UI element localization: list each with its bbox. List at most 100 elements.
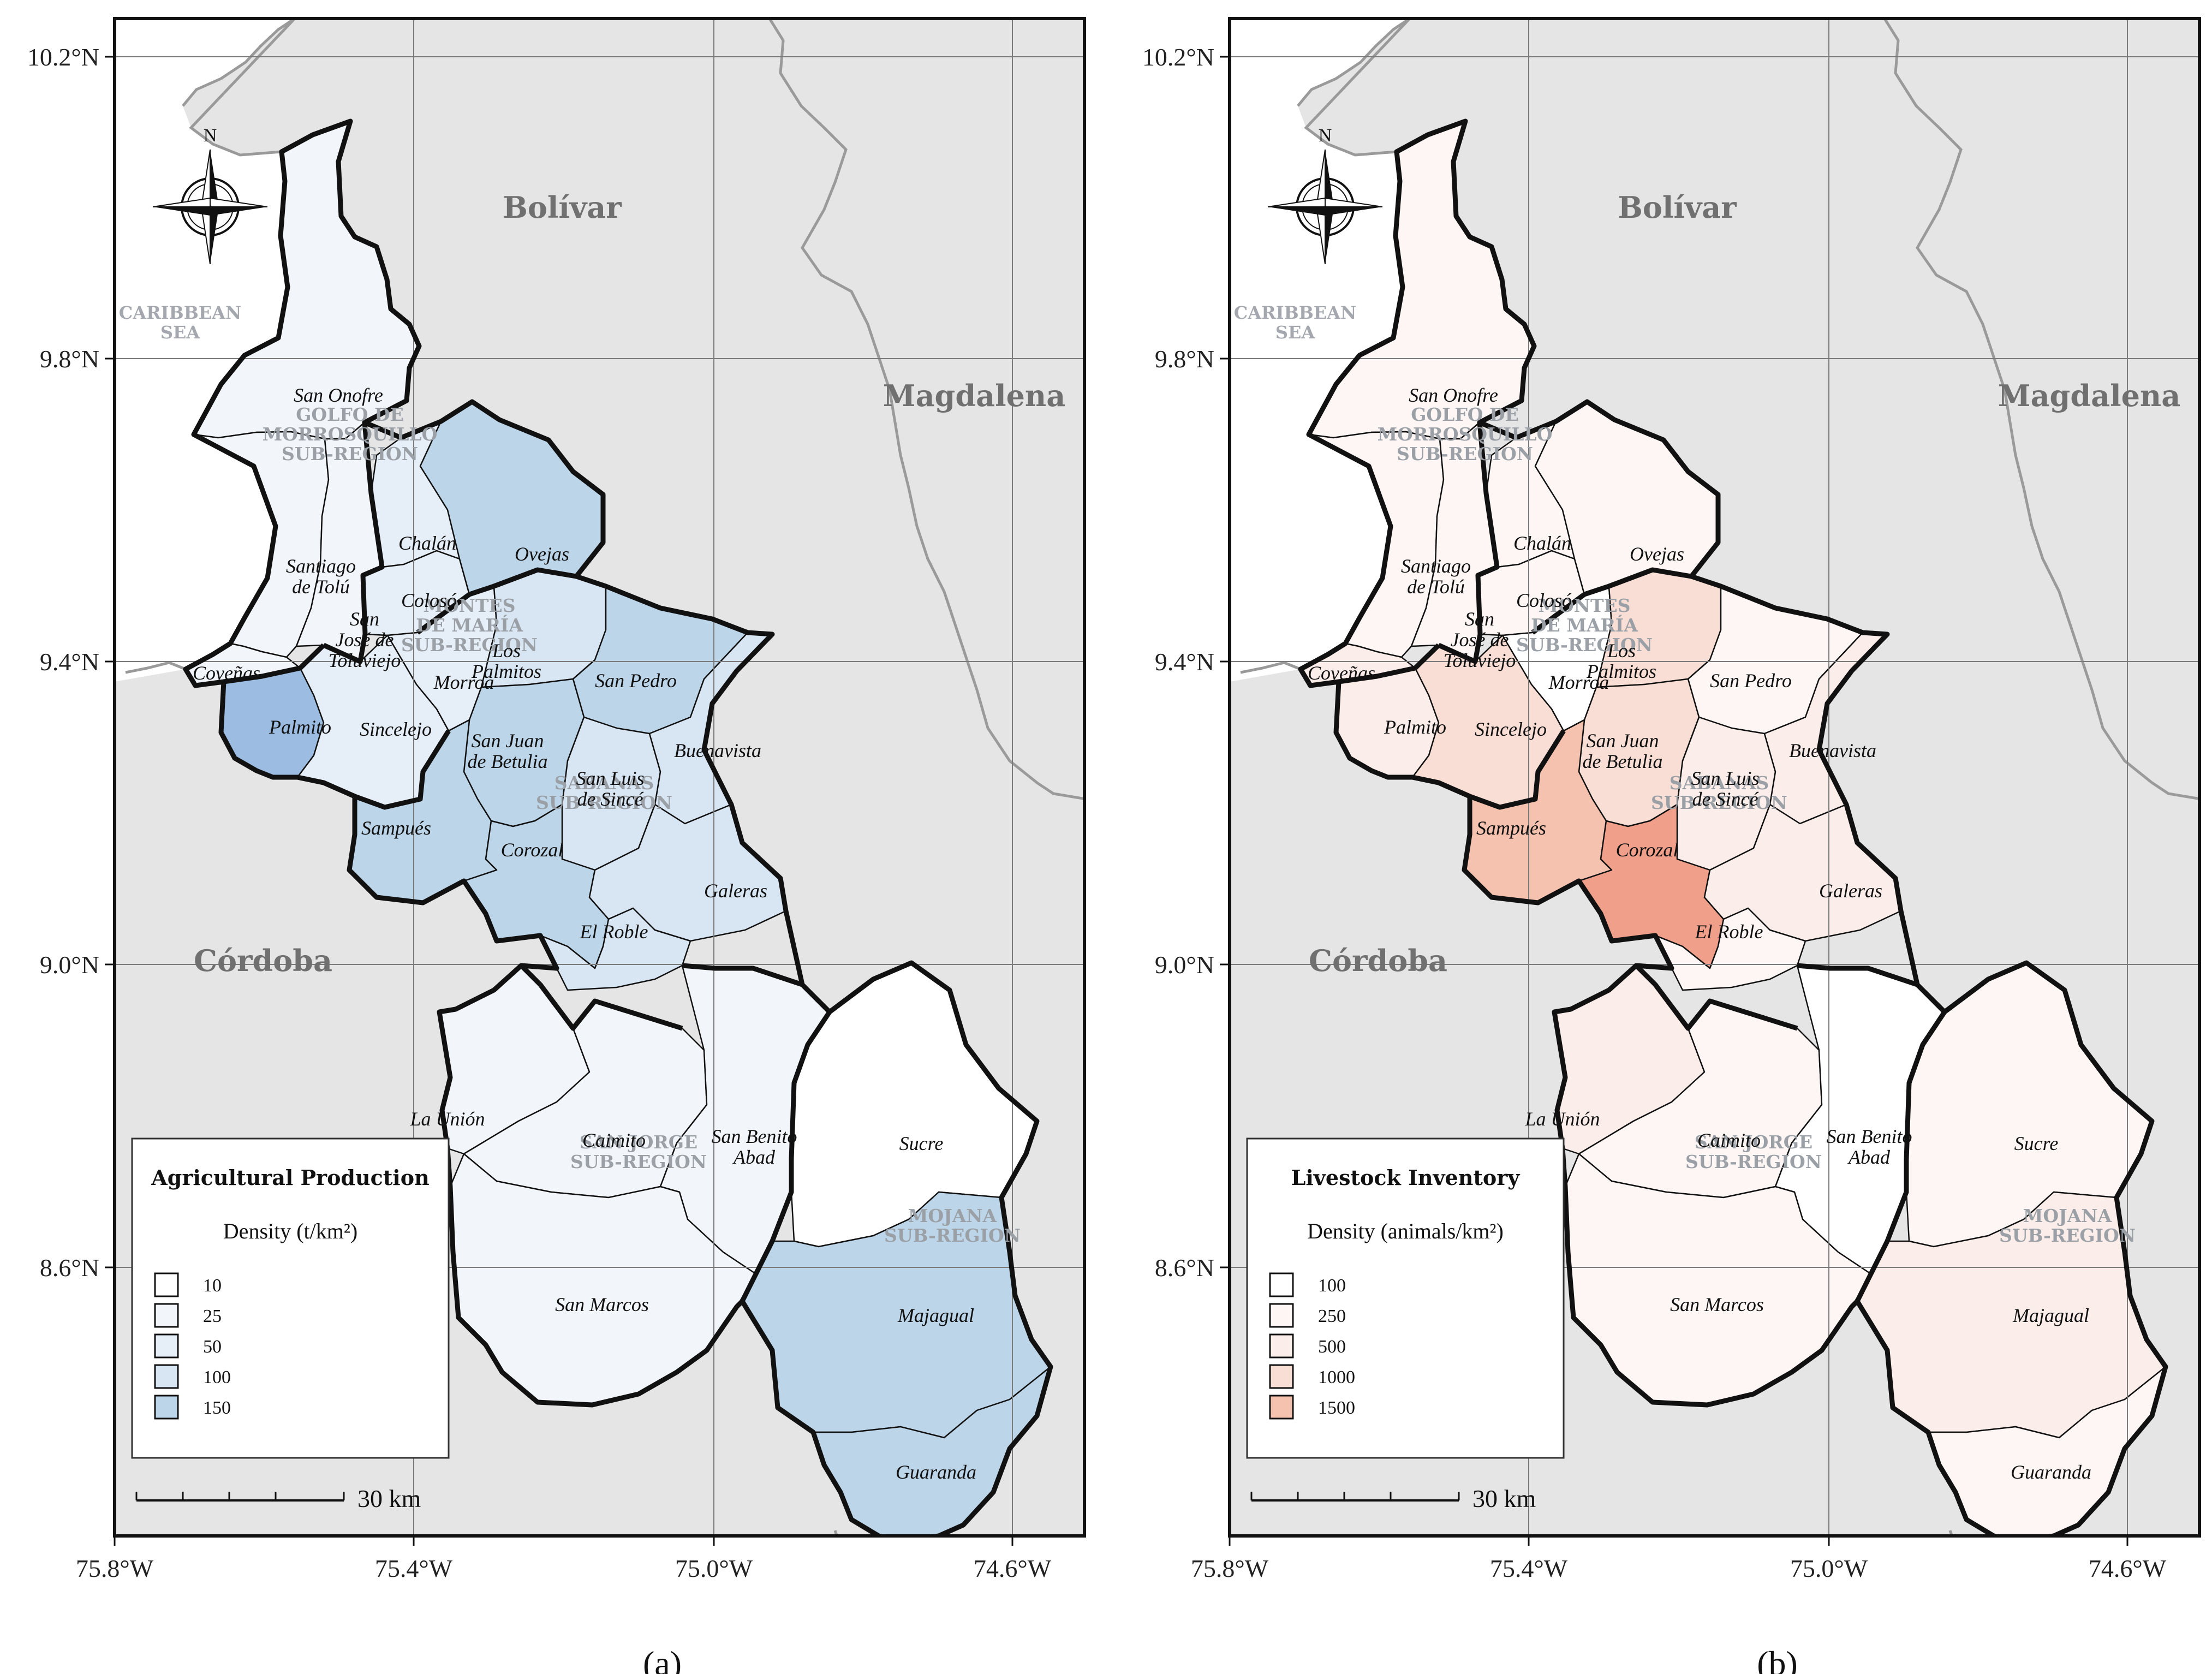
legend-swatch — [154, 1272, 179, 1297]
legend-swatch — [1269, 1303, 1294, 1328]
coastline — [1297, 19, 1411, 157]
subregion-boundary — [1388, 775, 1471, 799]
municipality-label: Buenavista — [674, 740, 761, 761]
department-label: Magdalena — [883, 378, 1065, 413]
river — [1948, 1530, 1953, 1536]
y-tick-label: 9.8°N — [40, 345, 99, 373]
subregion-boundary — [740, 1010, 832, 1303]
map-panel-a: GOLFO DE MORROSQUILLO SUB-REGION MONTES DE M… — [27, 17, 1086, 1674]
municipality-label: Caimito — [582, 1129, 646, 1151]
municipality-label: Colosó — [1516, 589, 1572, 611]
municipality-label: San Luis de Sincé — [1691, 767, 1759, 810]
subregion-label: SABANAS SUB-REGION — [536, 772, 672, 813]
legend-item-label: 150 — [203, 1398, 231, 1418]
municipality-label: Santiago de Tolú — [1401, 555, 1471, 598]
department-label: Bolívar — [503, 190, 622, 225]
subregion-boundary — [1469, 729, 1566, 810]
map-panel-b: GOLFO DE MORROSQUILLO SUB-REGION MONTES DE M… — [1142, 17, 2201, 1674]
legend-swatch — [154, 1395, 179, 1420]
legend-item-label: 100 — [203, 1367, 231, 1387]
subregion-boundary — [223, 643, 326, 684]
municipality-label: Los Palmitos — [471, 640, 541, 682]
municipality-label: Caimito — [1697, 1129, 1761, 1151]
municipality-label: San José de Toluviejo — [329, 608, 401, 671]
municipality-label: Morroa — [1548, 671, 1609, 693]
subregion-boundary — [1338, 643, 1441, 684]
subregion-label: MONTES DE MARÍA SUB-REGION — [401, 595, 538, 656]
legend-box — [131, 1137, 450, 1459]
sea-label: CARIBBEAN SEA — [1234, 302, 1356, 343]
scale-bar-label: 30 km — [357, 1485, 421, 1512]
panel-label: (b) — [1757, 1644, 1798, 1674]
legend: Livestock Inventory Density (animals/km²)… — [1246, 1137, 1565, 1459]
x-tick-label: 75.4°W — [375, 1554, 453, 1582]
y-tick-label: 10.2°N — [1142, 43, 1214, 71]
municipality-label: Chalán — [1513, 532, 1571, 554]
y-tick-label: 9.0°N — [40, 951, 99, 979]
legend-title: Agricultural Production — [151, 1165, 429, 1190]
municipality-label: La Unión — [1524, 1108, 1600, 1130]
subregion-label: GOLFO DE MORROSQUILLO SUB-REGION — [263, 404, 438, 464]
river — [768, 19, 1084, 801]
municipality-label: Majagual — [897, 1304, 974, 1326]
legend-swatch — [154, 1364, 179, 1389]
legend-item-label: 10 — [203, 1276, 222, 1296]
municipality-label: El Roble — [1695, 921, 1763, 943]
municipality-label: Sincelejo — [360, 718, 432, 740]
subregion-boundary — [416, 567, 577, 635]
municipality-label: Guaranda — [2011, 1461, 2091, 1483]
department-outline — [1298, 118, 2168, 1536]
x-tick-label: 74.6°W — [974, 1554, 1052, 1582]
legend-swatch — [1269, 1364, 1294, 1389]
municipality-label: Sincelejo — [1475, 718, 1547, 740]
subregion-label: MOJANA SUB-REGION — [1999, 1205, 2136, 1246]
subregion-label: MOJANA SUB-REGION — [884, 1205, 1021, 1246]
subregion-boundary — [363, 420, 402, 440]
y-tick-label: 10.2°N — [27, 43, 99, 71]
municipality-label: Coveñas — [1308, 662, 1375, 684]
subregion-boundary — [519, 963, 683, 1031]
department-label: Córdoba — [194, 943, 332, 978]
municipality-label: Guaranda — [896, 1461, 976, 1483]
legend-item-label: 100 — [1318, 1276, 1346, 1296]
subregion-boundary — [1634, 963, 1798, 1031]
subregion-boundary — [323, 422, 385, 664]
municipality-label: San Benito Abad — [1827, 1125, 1912, 1168]
river — [833, 1530, 838, 1536]
municipality-label: San Marcos — [1670, 1294, 1764, 1315]
y-tick-label: 9.4°N — [40, 648, 99, 676]
subregion-boundary — [273, 775, 356, 799]
scale-bar: 30 km — [1250, 1485, 1536, 1512]
y-tick-label: 9.4°N — [1155, 648, 1214, 676]
municipality-label: Buenavista — [1789, 740, 1876, 761]
municipality-label: Coveñas — [193, 662, 260, 684]
subregion-boundary — [354, 729, 451, 810]
legend-swatch — [154, 1303, 179, 1328]
municipality-label: Sampués — [361, 817, 431, 839]
subregion-label: SAN JORGE SUB-REGION — [1685, 1131, 1822, 1172]
legend-swatch — [1269, 1333, 1294, 1359]
subregion-label: MONTES DE MARÍA SUB-REGION — [1516, 595, 1653, 656]
subregion-boundary — [1438, 422, 1500, 664]
municipality-label: Chalán — [398, 532, 456, 554]
municipality-label: San Pedro — [1710, 670, 1792, 692]
x-tick-label: 74.6°W — [2089, 1554, 2167, 1582]
subregion-label: GOLFO DE MORROSQUILLO SUB-REGION — [1378, 404, 1553, 464]
legend-item-label: 250 — [1318, 1306, 1346, 1326]
y-tick-label: 9.8°N — [1155, 345, 1214, 373]
x-tick-label: 75.0°W — [675, 1554, 753, 1582]
municipality-label: San Juan de Betulia — [1583, 730, 1663, 772]
y-tick-label: 8.6°N — [40, 1254, 99, 1282]
municipality-label: San Marcos — [555, 1294, 649, 1315]
municipality-label: Palmito — [1384, 716, 1446, 738]
legend-title: Livestock Inventory — [1291, 1165, 1521, 1190]
sea-label: CARIBBEAN SEA — [119, 302, 241, 343]
panel-label: (a) — [643, 1644, 682, 1674]
municipality-label: Colosó — [401, 589, 457, 611]
legend-swatch — [1269, 1395, 1294, 1420]
municipality-label: Sampués — [1476, 817, 1546, 839]
coastline — [182, 19, 296, 157]
north-label: N — [1319, 126, 1332, 146]
department-outline — [183, 118, 1053, 1536]
municipality-label: Palmito — [269, 716, 331, 738]
